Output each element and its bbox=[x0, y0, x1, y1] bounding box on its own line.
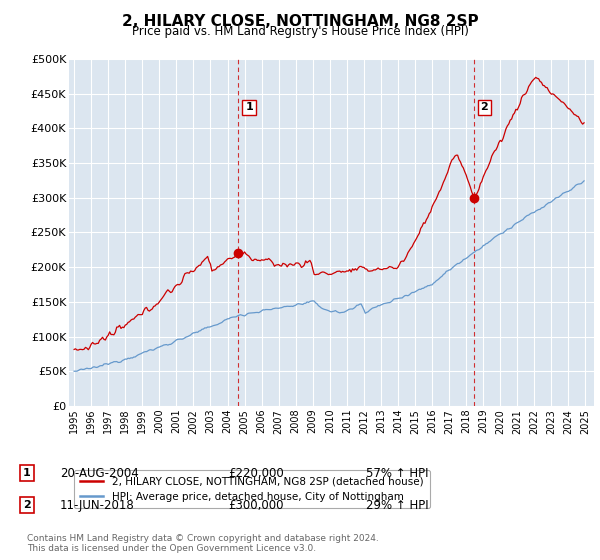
Text: 1: 1 bbox=[245, 102, 253, 113]
Text: 11-JUN-2018: 11-JUN-2018 bbox=[60, 498, 135, 512]
Text: Price paid vs. HM Land Registry's House Price Index (HPI): Price paid vs. HM Land Registry's House … bbox=[131, 25, 469, 38]
Text: 20-AUG-2004: 20-AUG-2004 bbox=[60, 466, 139, 480]
Text: £300,000: £300,000 bbox=[228, 498, 284, 512]
Text: 2, HILARY CLOSE, NOTTINGHAM, NG8 2SP: 2, HILARY CLOSE, NOTTINGHAM, NG8 2SP bbox=[122, 14, 478, 29]
Text: 2: 2 bbox=[481, 102, 488, 113]
Text: 2: 2 bbox=[23, 500, 31, 510]
Text: Contains HM Land Registry data © Crown copyright and database right 2024.
This d: Contains HM Land Registry data © Crown c… bbox=[27, 534, 379, 553]
Legend: 2, HILARY CLOSE, NOTTINGHAM, NG8 2SP (detached house), HPI: Average price, detac: 2, HILARY CLOSE, NOTTINGHAM, NG8 2SP (de… bbox=[74, 470, 430, 508]
Text: 1: 1 bbox=[23, 468, 31, 478]
Text: £220,000: £220,000 bbox=[228, 466, 284, 480]
Text: 57% ↑ HPI: 57% ↑ HPI bbox=[366, 466, 428, 480]
Text: 29% ↑ HPI: 29% ↑ HPI bbox=[366, 498, 428, 512]
